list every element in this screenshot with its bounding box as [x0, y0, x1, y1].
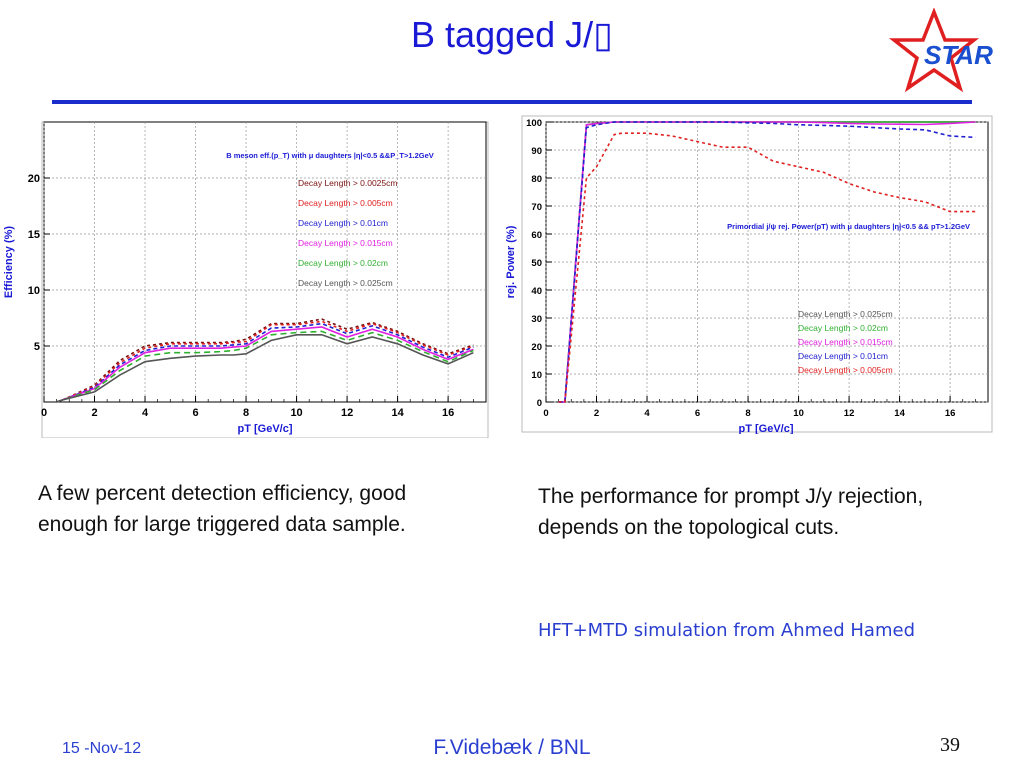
efficiency-chart: 0 2 4 6 8 10 12 14 16 5 10 15 20 pT [GeV/c] Efficiency…: [3, 121, 489, 438]
y-tick-label: 0: [537, 398, 542, 409]
x-tick-label: 10: [290, 407, 302, 419]
x-tick-label: 12: [341, 407, 353, 419]
y-tick-label: 100: [526, 118, 542, 129]
legend-entry: Decay Length > 0.015cm: [298, 238, 393, 248]
plot-area: [43, 121, 487, 403]
footer-author: F.Videbæk / BNL: [433, 736, 591, 759]
y-tick-label: 10: [28, 285, 40, 297]
x-tick-label: 14: [391, 407, 404, 419]
title-divider: [52, 100, 972, 104]
series-line: [558, 121, 976, 403]
y-tick-label: 40: [531, 286, 542, 297]
legend-entry: Decay Length > 0.005cm: [798, 365, 893, 375]
y-tick-label: 20: [28, 173, 40, 185]
y-axis-label: Efficiency (%): [3, 226, 15, 298]
rejection-power-chart: 0 2 4 6 8 10 12 14 16 0 10 20 30 40 50 60 70 80 90 100 pT [G…: [505, 115, 993, 434]
y-axis-label: rej. Power (%): [505, 225, 517, 298]
series-line: [56, 322, 474, 403]
x-tick-label: 6: [695, 408, 700, 419]
logo-text: STAR: [924, 40, 993, 70]
x-tick-label: 10: [793, 408, 804, 419]
star-logo: STAR: [888, 8, 993, 93]
x-axis-label: pT [GeV/c]: [237, 423, 292, 435]
footer-date: 15 -Nov-12: [62, 740, 142, 757]
x-tick-label: 4: [142, 407, 149, 419]
star-icon: [888, 8, 980, 93]
series-line: [56, 334, 474, 403]
y-tick-label: 50: [531, 258, 542, 269]
legend-entry: Decay Length > 0.02cm: [298, 258, 388, 268]
y-tick-label: 60: [531, 230, 542, 241]
legend-entry: Decay Length > 0.02cm: [798, 323, 888, 333]
series-line: [56, 320, 474, 403]
slide-title: B tagged J/▯: [411, 14, 613, 55]
y-tick-label: 10: [531, 370, 542, 381]
legend-entry: Decay Length > 0.01cm: [798, 351, 888, 361]
x-tick-label: 8: [745, 408, 750, 419]
caption-rejection: The performance for prompt J/y rejection…: [538, 485, 924, 539]
page-number: 39: [940, 734, 960, 756]
legend-entry: Decay Length > 0.025cm: [298, 278, 393, 288]
x-tick-label: 16: [945, 408, 956, 419]
y-tick-label: 15: [28, 229, 40, 241]
y-tick-label: 20: [531, 342, 542, 353]
legend-entry: Decay Length > 0.0025cm: [298, 178, 397, 188]
x-tick-label: 8: [243, 407, 249, 419]
x-tick-label: 14: [894, 408, 905, 419]
x-tick-label: 2: [594, 408, 599, 419]
legend-entry: Decay Length > 0.01cm: [298, 218, 388, 228]
series-line: [56, 330, 474, 403]
y-tick-label: 70: [531, 202, 542, 213]
legend-entry: Decay Length > 0.015cm: [798, 337, 893, 347]
caption-efficiency: A few percent detection efficiency, good…: [38, 482, 407, 536]
x-tick-label: 6: [192, 407, 198, 419]
x-tick-label: 12: [844, 408, 855, 419]
x-tick-label: 16: [442, 407, 454, 419]
simulation-note: HFT+MTD simulation from Ahmed Hamed: [538, 620, 915, 641]
legend-entry: Decay Length > 0.005cm: [298, 198, 393, 208]
chart-title: B meson eff.(p_T) with μ daughters |η|<0…: [226, 151, 434, 160]
series-line: [558, 121, 976, 403]
y-tick-label: 90: [531, 146, 542, 157]
x-tick-label: 4: [644, 408, 650, 419]
chart-title: Primordial j/ψ rej. Power(pT) with μ dau…: [727, 222, 970, 231]
series-line: [56, 318, 474, 403]
series-line: [558, 132, 976, 403]
y-tick-label: 80: [531, 174, 542, 185]
x-tick-label: 0: [543, 408, 548, 419]
y-tick-label: 5: [34, 341, 40, 353]
y-tick-label: 30: [531, 314, 542, 325]
x-tick-label: 0: [41, 407, 47, 419]
legend-entry: Decay Length > 0.025cm: [798, 309, 893, 319]
x-axis-label: pT [GeV/c]: [738, 423, 793, 434]
series-line: [56, 326, 474, 403]
x-tick-label: 2: [91, 407, 97, 419]
